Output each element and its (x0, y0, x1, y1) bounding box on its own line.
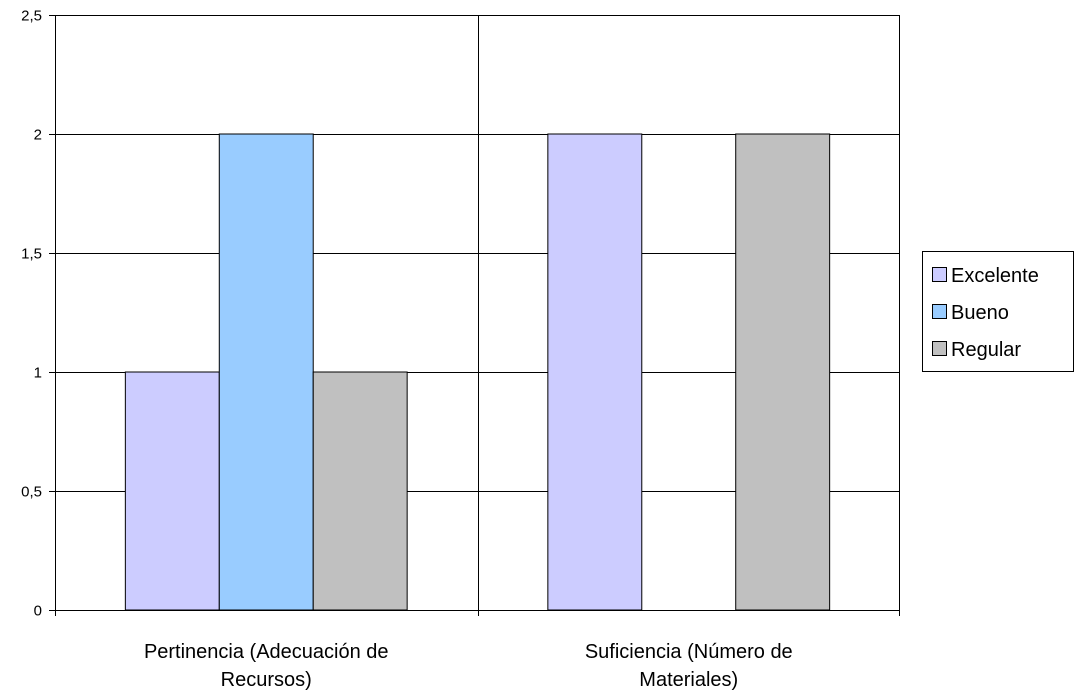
axes (49, 15, 900, 616)
bars (124, 133, 831, 611)
bar-excelente (547, 133, 643, 611)
bar-excelente (124, 371, 220, 611)
legend-box (922, 251, 1074, 372)
y-tick-label: 0 (34, 603, 42, 620)
legend: Excelente Bueno Regular (922, 251, 1074, 372)
category-label: Pertinencia (Adecuación de (144, 641, 389, 663)
category-label: Suficiencia (Número de (585, 641, 793, 663)
legend-label-excelente: Excelente (951, 265, 1039, 287)
category-label: Recursos) (221, 669, 312, 691)
y-tick-label: 0,5 (21, 484, 42, 501)
legend-swatch-excelente (932, 267, 947, 282)
bar-bueno (218, 133, 314, 611)
y-tick-label: 2 (34, 127, 42, 144)
category-label: Materiales) (639, 669, 738, 691)
y-tick-labels: 0 0,5 1 1,5 2 2,5 (21, 8, 42, 620)
plot-area-border (55, 15, 900, 611)
legend-swatch-regular (932, 341, 947, 356)
y-tick-label: 2,5 (21, 8, 42, 25)
y-tick-label: 1,5 (21, 246, 42, 263)
category-labels: Pertinencia (Adecuación de Recursos) Sufic… (144, 641, 793, 691)
bar-regular (312, 371, 408, 611)
legend-swatch-bueno (932, 304, 947, 319)
y-tick-label: 1 (34, 365, 42, 382)
bar-regular (735, 133, 831, 611)
legend-label-regular: Regular (951, 339, 1021, 361)
legend-label-bueno: Bueno (951, 302, 1009, 324)
